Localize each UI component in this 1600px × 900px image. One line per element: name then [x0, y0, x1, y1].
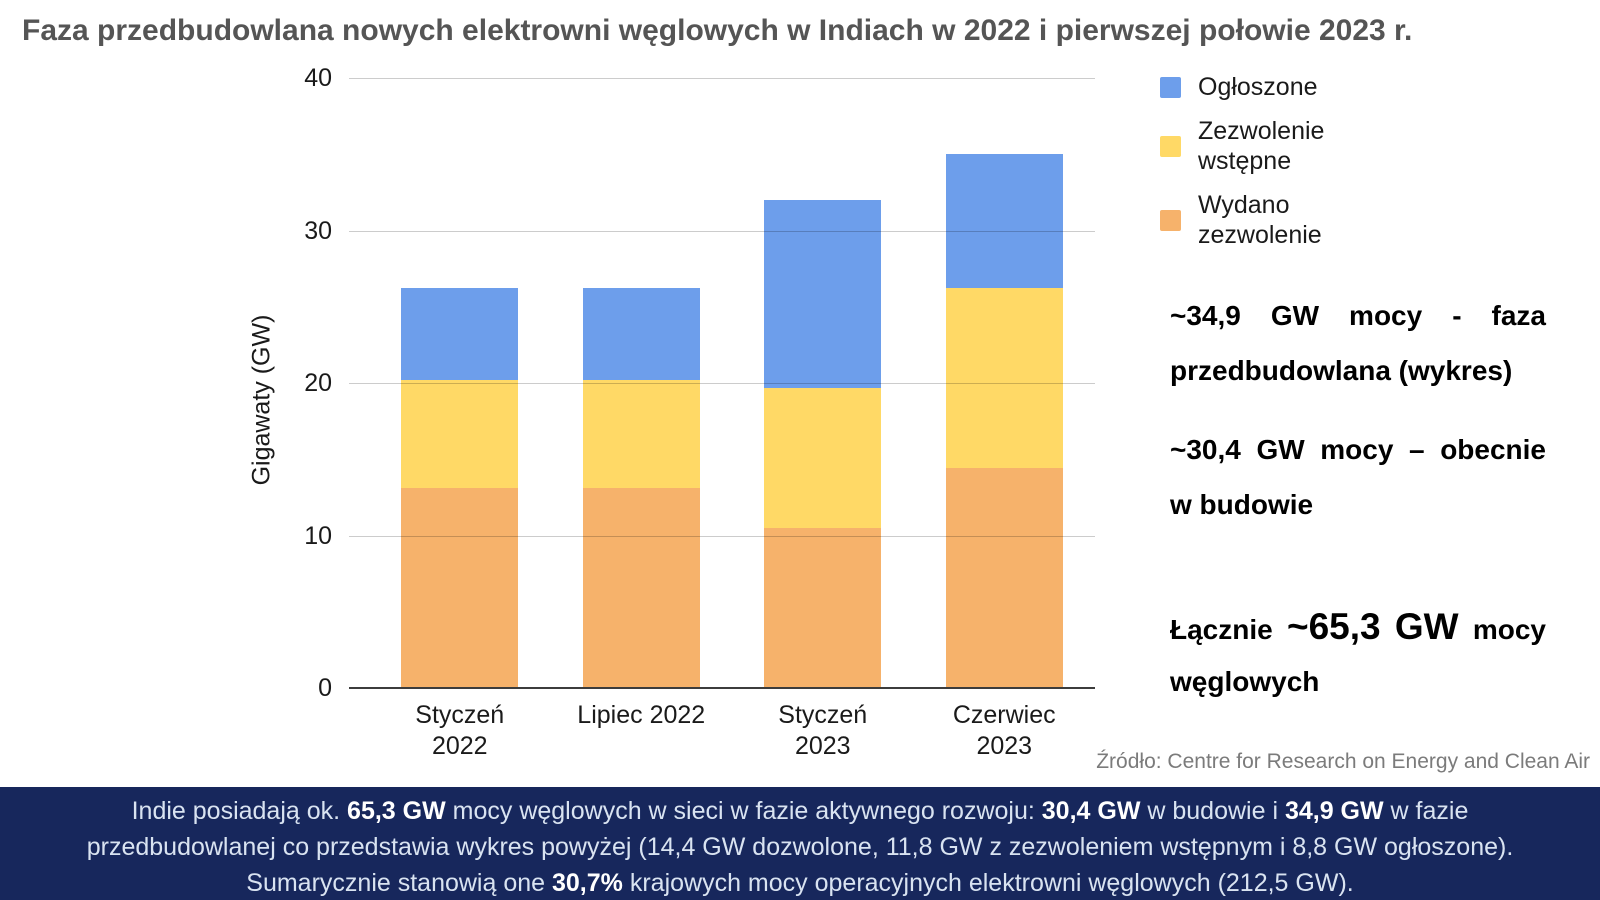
y-tick-label: 10 [304, 521, 332, 550]
banner-text: Indie posiadają ok. [131, 797, 348, 825]
annotation-word: faza [1491, 300, 1546, 331]
annotation-word: mocy [1472, 614, 1546, 645]
legend-swatch-icon [1160, 76, 1181, 98]
bar-stack [945, 154, 1063, 688]
bar-segment [945, 288, 1063, 469]
bar-segment [582, 488, 700, 688]
banner-bold-text: 34,9 GW [1284, 797, 1384, 825]
x-tick-label: Styczeń 2022 [415, 701, 505, 760]
legend-label: Wydano zezwolenie [1198, 191, 1322, 249]
legend-item: Zezwolenie wstępne [1160, 116, 1363, 176]
bar-segment [764, 200, 882, 388]
banner-bold-text: 65,3 GW [347, 797, 446, 825]
banner-line-1: Indie posiadają ok. 65,3 GW mocy węglowy… [0, 793, 1600, 829]
annotation-word: ~65,3 [1286, 606, 1381, 647]
banner-text: Sumarycznie stanowią one [246, 869, 552, 897]
annotation-word: – [1409, 434, 1425, 465]
banner-line-3: Sumarycznie stanowią one 30,7% krajowych… [0, 865, 1600, 900]
bar-segment [401, 288, 519, 380]
bar-segment [401, 488, 519, 688]
annotation-line: ~34,9 GW mocy - faza [1170, 300, 1546, 347]
legend-swatch-icon [1160, 135, 1181, 157]
bar-segment [582, 288, 700, 380]
bar-segment [764, 527, 882, 688]
annotation-line: węglowych [1170, 666, 1320, 697]
bar-stack [764, 200, 882, 688]
banner-text: krajowych mocy operacyjnych elektrowni w… [622, 869, 1354, 897]
source-attribution: Źródło: Centre for Research on Energy an… [1096, 750, 1590, 773]
y-axis-ticks: 0 10 20 30 40 [270, 64, 332, 702]
annotation-word: - [1452, 300, 1462, 331]
annotation-word: ~30,4 [1170, 434, 1241, 465]
annotation-word: mocy [1349, 300, 1423, 331]
annotation-line: Łącznie ~65,3 GW mocy [1170, 606, 1546, 658]
annotation-word: GW [1394, 606, 1459, 647]
banner-text: mocy węglowych w sieci w fazie aktywnego… [445, 797, 1042, 825]
plot-area [349, 78, 1095, 689]
bar-segment [582, 379, 700, 489]
banner-text: w fazie [1383, 797, 1469, 825]
annotation-line: przedbudowlana (wykres) [1170, 355, 1513, 386]
legend-swatch-icon [1160, 209, 1181, 231]
legend-label: Ogłoszone [1198, 73, 1318, 101]
annotation-word: obecnie [1440, 434, 1546, 465]
bar-segment [764, 387, 882, 528]
bar-segment [401, 379, 519, 489]
x-tick-label: Czerwiec 2023 [952, 701, 1056, 760]
annotation-under-construction: ~30,4 GW mocy – obecnie w budowie [1170, 434, 1546, 528]
legend: Ogłoszone Zezwolenie wstępne Wydano zezwol… [1160, 72, 1363, 264]
legend-item: Wydano zezwolenie [1160, 190, 1363, 250]
x-tick-label: Styczeń 2023 [778, 701, 868, 760]
legend-label: Zezwolenie wstępne [1198, 117, 1325, 175]
bar-segment [945, 154, 1063, 289]
page-title: Faza przedbudowlana nowych elektrowni wę… [22, 14, 1413, 47]
banner-line-2: przedbudowlanej co przedstawia wykres po… [0, 829, 1600, 865]
y-tick-label: 40 [304, 64, 332, 92]
banner-text: przedbudowlanej co przedstawia wykres po… [86, 833, 1514, 861]
bars [349, 78, 1095, 688]
bar-stack [401, 288, 519, 688]
annotation-line: w budowie [1170, 489, 1314, 520]
bar-segment [945, 468, 1063, 688]
annotation-line: ~30,4 GW mocy – obecnie [1170, 434, 1546, 481]
bar-stack [582, 288, 700, 688]
annotation-pre-construction: ~34,9 GW mocy - faza przedbudowlana (wykres) [1170, 300, 1546, 394]
annotation-word: Łącznie [1170, 614, 1273, 645]
y-tick-label: 30 [304, 216, 332, 245]
banner-bold-text: 30,7% [552, 869, 623, 897]
annotation-word: GW [1256, 434, 1305, 465]
y-tick-label: 0 [318, 674, 332, 702]
legend-item: Ogłoszone [1160, 72, 1363, 102]
banner-text: w budowie i [1140, 797, 1285, 825]
banner-bold-text: 30,4 GW [1041, 797, 1141, 825]
annotation-word: mocy [1320, 434, 1394, 465]
x-axis-labels: Styczeń 2022 Lipiec 2022 Styczeń 2023 Czerw… [349, 700, 1095, 762]
annotation-word: ~34,9 [1170, 300, 1241, 331]
y-tick-label: 20 [304, 369, 332, 397]
annotation-word: GW [1270, 300, 1320, 331]
annotation-total: Łącznie ~65,3 GW mocy węglowych [1170, 606, 1546, 705]
summary-banner: Indie posiadają ok. 65,3 GW mocy węglowy… [0, 787, 1600, 900]
x-tick-label: Lipiec 2022 [577, 701, 706, 729]
